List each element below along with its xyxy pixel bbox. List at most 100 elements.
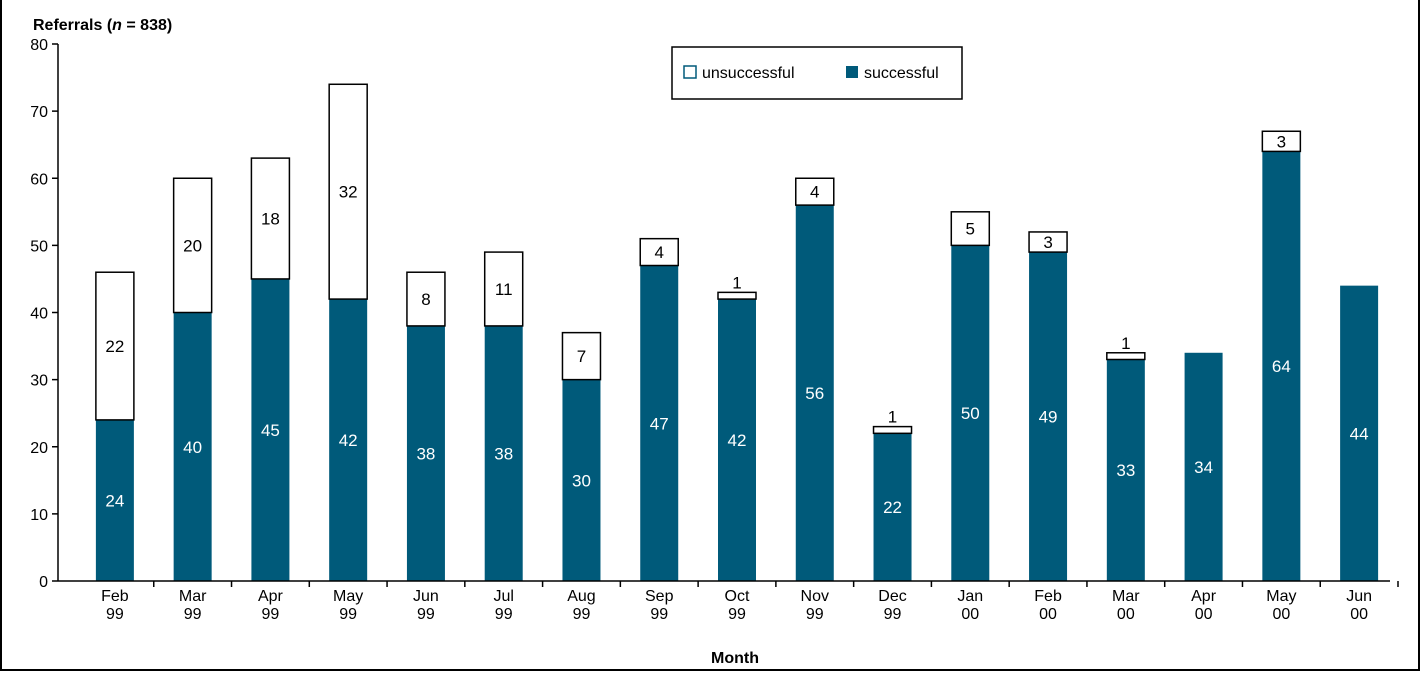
x-tick-label: Apr 99 xyxy=(258,588,284,623)
x-axis-title: Month xyxy=(711,650,759,667)
bar-successful xyxy=(173,312,212,581)
y-tick-label: 10 xyxy=(30,507,48,524)
data-label-successful: 40 xyxy=(183,438,202,457)
data-label-unsuccessful: 5 xyxy=(966,220,975,239)
data-label-successful: 42 xyxy=(339,431,358,450)
bar-successful xyxy=(329,299,368,581)
bar-unsuccessful xyxy=(95,271,135,421)
data-label-successful: 45 xyxy=(261,421,280,440)
y-axis-title: Referrals (n = 838) xyxy=(33,17,172,34)
x-tick-label: Jul 99 xyxy=(493,588,513,623)
data-label-unsuccessful: 32 xyxy=(339,183,358,202)
data-label-unsuccessful: 3 xyxy=(1043,233,1052,252)
data-label-successful: 64 xyxy=(1272,357,1291,376)
y-axis: 0 10 20 30 40 50 60 70 80 xyxy=(30,37,59,591)
y-tick-label: 70 xyxy=(30,104,48,121)
bar-successful xyxy=(951,245,990,581)
x-tick-label: May 99 xyxy=(333,588,363,623)
data-label-unsuccessful: 4 xyxy=(655,243,664,262)
bar-unsuccessful xyxy=(406,271,446,327)
x-tick-label: Apr 00 xyxy=(1191,588,1217,623)
data-label-successful: 42 xyxy=(728,431,747,450)
data-label-unsuccessful: 22 xyxy=(105,337,124,356)
bar-unsuccessful xyxy=(561,331,602,381)
bar-unsuccessful xyxy=(872,425,913,435)
data-label-successful: 30 xyxy=(572,471,591,490)
x-tick-label: Jan 00 xyxy=(957,588,983,623)
bar-successful xyxy=(1340,285,1379,581)
bar-unsuccessful xyxy=(950,211,991,247)
x-tick-label: Aug 99 xyxy=(567,588,595,623)
x-axis: Feb 99 Mar 99 Apr 99 May 99 Jun 99 Jul 99 Aug 99 Sep 99… xyxy=(58,580,1399,623)
x-tick-label: May 00 xyxy=(1266,588,1296,623)
bar-unsuccessful xyxy=(1106,352,1146,361)
bar-unsuccessful xyxy=(483,251,524,327)
x-tick-label: Mar 99 xyxy=(179,588,207,623)
bar-unsuccessful xyxy=(1028,231,1068,253)
data-label-unsuccessful: 3 xyxy=(1277,132,1286,151)
data-label-successful: 38 xyxy=(494,444,513,463)
bar-successful xyxy=(795,205,834,581)
legend-box xyxy=(671,46,963,100)
data-label-successful: 49 xyxy=(1039,408,1058,427)
bar-unsuccessful xyxy=(639,237,679,267)
legend: unsuccessful successful xyxy=(671,46,963,100)
data-label-successful: 33 xyxy=(1116,461,1135,480)
data-label-successful: 50 xyxy=(961,404,980,423)
bar-successful xyxy=(484,325,523,581)
x-tick-label: Dec 99 xyxy=(878,588,906,623)
bar-successful xyxy=(640,265,679,581)
bar-successful xyxy=(562,379,601,581)
bar-successful xyxy=(873,433,912,581)
data-label-unsuccessful: 20 xyxy=(183,236,202,255)
x-tick-label: Jun 00 xyxy=(1346,588,1372,623)
x-tick-label: Feb 00 xyxy=(1034,588,1062,623)
bar-unsuccessful xyxy=(1261,130,1302,153)
bar-successful xyxy=(1184,352,1223,581)
legend-swatch-successful xyxy=(846,66,858,78)
data-label-unsuccessful: 11 xyxy=(495,280,513,299)
x-tick-label: Sep 99 xyxy=(645,588,674,623)
legend-label-unsuccessful: unsuccessful xyxy=(702,65,795,82)
bar-successful xyxy=(1262,151,1301,581)
data-label-successful: 38 xyxy=(416,444,435,463)
data-label-unsuccessful: 8 xyxy=(421,290,430,309)
bar-successful xyxy=(95,419,134,581)
y-tick-label: 30 xyxy=(30,373,48,390)
data-label-successful: 24 xyxy=(105,491,124,510)
data-label-successful: 47 xyxy=(650,414,669,433)
bar-unsuccessful xyxy=(795,177,835,206)
x-tick-label: Oct 99 xyxy=(725,588,750,623)
bar-unsuccessful xyxy=(328,83,368,300)
bar-unsuccessful xyxy=(250,157,291,280)
bar-successful xyxy=(1029,252,1068,581)
legend-label-successful: successful xyxy=(864,65,939,82)
bar-successful xyxy=(251,278,290,581)
x-tick-label: Nov 99 xyxy=(801,588,829,623)
y-tick-label: 60 xyxy=(30,171,48,188)
data-label-successful: 22 xyxy=(883,498,902,517)
x-tick-label: Mar 00 xyxy=(1112,588,1140,623)
bar-successful xyxy=(1106,359,1145,581)
data-label-unsuccessful: 18 xyxy=(261,210,280,229)
bar-successful xyxy=(718,299,756,581)
bar-unsuccessful xyxy=(717,291,757,300)
bar-successful xyxy=(406,325,445,581)
y-tick-label: 80 xyxy=(30,37,48,54)
data-label-successful: 34 xyxy=(1194,458,1213,477)
y-tick-label: 40 xyxy=(30,306,48,323)
x-tick-label: Jun 99 xyxy=(413,588,439,623)
data-label-unsuccessful: 7 xyxy=(577,347,586,366)
y-tick-label: 0 xyxy=(39,574,48,591)
data-label-unsuccessful: 1 xyxy=(732,273,741,292)
data-label-unsuccessful: 1 xyxy=(1121,334,1130,353)
data-label-successful: 56 xyxy=(805,384,824,403)
data-label-unsuccessful: 1 xyxy=(888,408,897,427)
legend-swatch-unsuccessful xyxy=(683,65,697,79)
x-tick-label: Feb 99 xyxy=(101,588,129,623)
data-label-unsuccessful: 4 xyxy=(810,183,819,202)
y-tick-label: 50 xyxy=(30,238,48,255)
